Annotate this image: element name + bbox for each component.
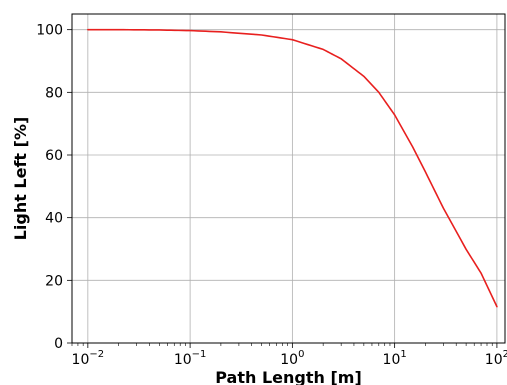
x-tick-label-base-0: 10 bbox=[72, 352, 90, 368]
series-layer bbox=[87, 28, 498, 308]
x-tick-label-4: 102 bbox=[485, 349, 507, 368]
series-line-0 bbox=[87, 28, 498, 308]
y-tick-labels: 0 20 40 60 80 100 bbox=[36, 23, 63, 352]
x-tick-label-0: 10−2 bbox=[72, 349, 105, 368]
x-tick-label-base-1: 10 bbox=[174, 352, 192, 368]
minor-ticks bbox=[71, 343, 493, 346]
y-tick-label-1: 20 bbox=[45, 273, 63, 289]
x-tick-label-exponent-1: −1 bbox=[192, 349, 207, 360]
y-tick-label-3: 60 bbox=[45, 148, 63, 164]
plot-frame bbox=[71, 13, 506, 344]
x-tick-label-exponent-4: 2 bbox=[503, 349, 507, 360]
x-axis-label: Path Length [m] bbox=[215, 368, 362, 385]
x-tick-labels: 10−2 10−1 100 101 102 bbox=[72, 349, 507, 368]
x-tick-label-base-4: 10 bbox=[485, 352, 503, 368]
x-tick-label-1: 10−1 bbox=[174, 349, 207, 368]
x-tick-label-exponent-2: 0 bbox=[298, 349, 304, 360]
x-tick-label-base-3: 10 bbox=[383, 352, 401, 368]
x-tick-label-base-2: 10 bbox=[280, 352, 298, 368]
ticks bbox=[67, 29, 498, 348]
y-tick-label-5: 100 bbox=[36, 23, 63, 39]
y-axis-label: Light Left [%] bbox=[11, 117, 30, 241]
y-tick-label-4: 80 bbox=[45, 85, 63, 101]
x-tick-label-exponent-3: 1 bbox=[400, 349, 406, 360]
y-tick-label-0: 0 bbox=[54, 336, 63, 352]
x-tick-label-3: 101 bbox=[383, 349, 407, 368]
x-tick-label-exponent-0: −2 bbox=[89, 349, 104, 360]
y-tick-label-2: 40 bbox=[45, 211, 63, 227]
x-tick-label-2: 100 bbox=[280, 349, 304, 368]
